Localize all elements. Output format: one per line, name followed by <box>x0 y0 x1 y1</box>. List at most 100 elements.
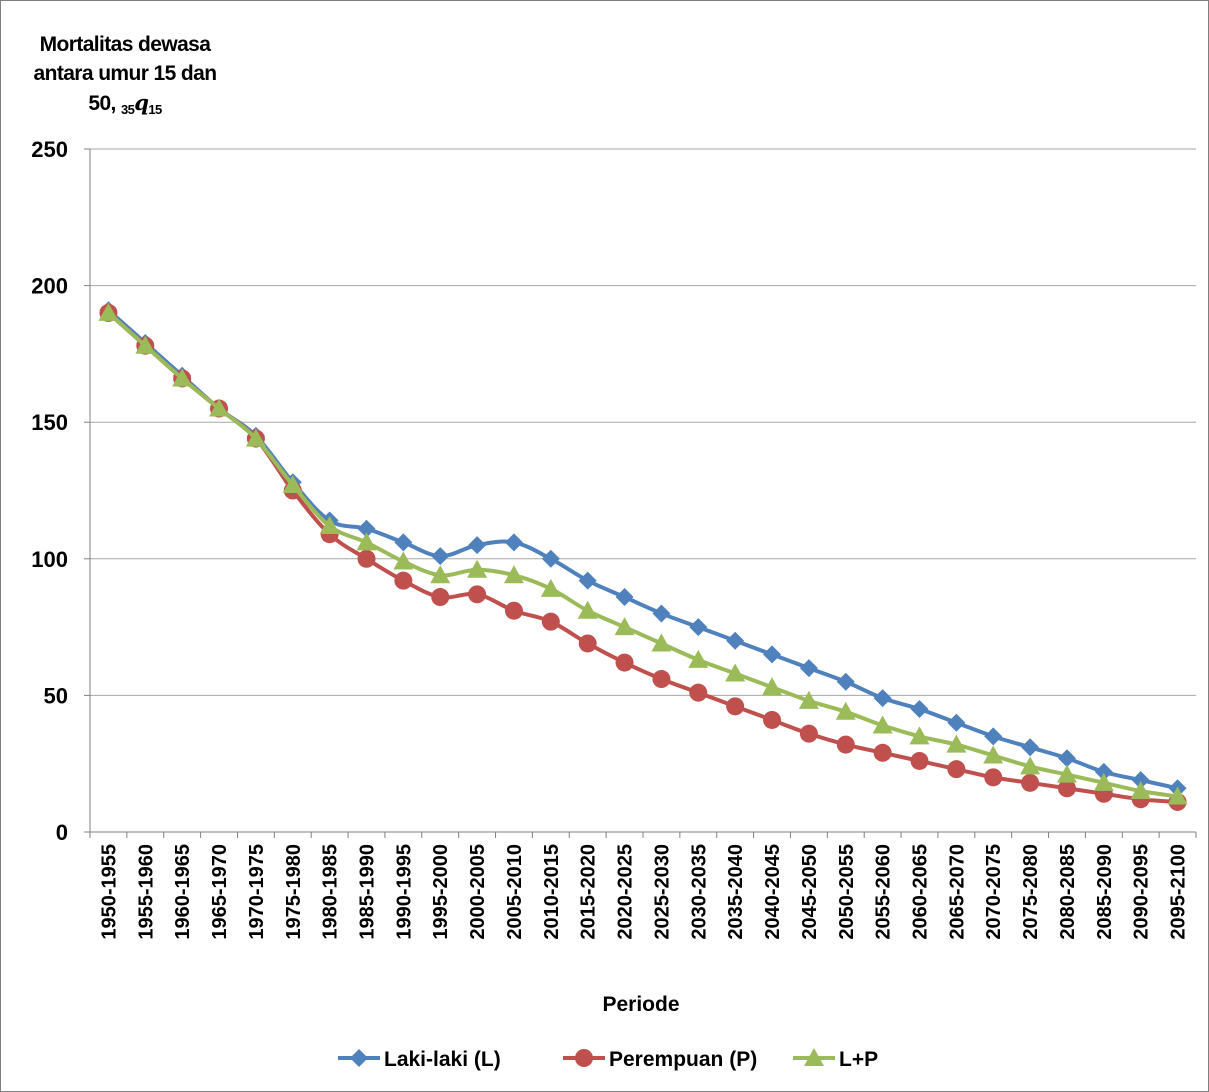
data-point <box>873 689 892 708</box>
data-point <box>947 713 966 732</box>
x-tick-label: 1975-1980 <box>283 844 305 940</box>
legend-label: Laki-laki (L) <box>384 1048 501 1071</box>
x-tick-label: 2045-2050 <box>799 844 821 940</box>
data-point <box>836 672 855 691</box>
data-point <box>356 532 377 551</box>
data-point <box>393 551 414 570</box>
x-tick-label: 2025-2030 <box>651 844 673 940</box>
x-axis-title: Periode <box>602 993 679 1016</box>
x-tick-label: 2000-2005 <box>467 844 489 940</box>
x-tick-label: 2090-2095 <box>1131 844 1153 940</box>
gridlines <box>90 148 1196 696</box>
data-point <box>1093 772 1114 791</box>
x-tick-label: 1995-2000 <box>430 844 452 940</box>
data-point <box>431 588 450 607</box>
x-tick-label: 1950-1955 <box>98 844 120 940</box>
legend-item: Perempuan (P) <box>563 1048 757 1071</box>
data-point <box>726 697 745 716</box>
data-point <box>319 516 340 535</box>
x-tick-label: 2040-2045 <box>762 844 784 940</box>
x-tick-label: 2085-2090 <box>1094 844 1116 940</box>
data-point <box>282 475 303 494</box>
data-point <box>503 565 524 584</box>
data-point <box>1020 756 1041 775</box>
data-point <box>540 578 561 597</box>
x-tick-label: 2065-2070 <box>946 844 968 940</box>
data-point <box>652 604 671 623</box>
y-axis-title-symbol: q <box>134 90 149 115</box>
data-point <box>541 549 560 568</box>
legend: Laki-laki (L) Perempuan (P) L+P <box>338 1048 878 1071</box>
data-point <box>910 700 929 719</box>
y-axis-title-line3: 50, 35q15 <box>12 88 238 120</box>
x-tick-label: 2035-2040 <box>725 844 747 940</box>
data-point <box>947 760 966 779</box>
series-line <box>107 308 1179 791</box>
data-point <box>835 701 856 720</box>
y-tick-labels: 0 50 100 150 200 250 <box>31 137 68 845</box>
data-point <box>357 549 376 568</box>
series-group <box>98 301 1188 811</box>
legend-marker <box>575 1049 593 1067</box>
data-point <box>1130 781 1151 800</box>
data-point <box>836 735 855 754</box>
data-point <box>763 645 782 664</box>
data-point <box>504 601 523 620</box>
data-point <box>504 533 523 552</box>
x-tick-label: 1955-1960 <box>135 844 157 940</box>
data-point <box>762 677 783 696</box>
x-tick-label: 1980-1985 <box>320 844 342 940</box>
series-line <box>107 311 1178 799</box>
data-point <box>725 663 746 682</box>
axes <box>84 148 1197 838</box>
data-point <box>357 519 376 538</box>
data-point <box>135 335 156 354</box>
data-point <box>468 536 487 555</box>
data-point <box>798 690 819 709</box>
data-point <box>1057 749 1076 768</box>
data-point <box>172 368 193 387</box>
data-point <box>689 683 708 702</box>
x-tick-label: 1960-1965 <box>172 844 194 940</box>
data-point <box>984 768 1003 787</box>
data-point <box>615 588 634 607</box>
legend-item: Laki-laki (L) <box>338 1048 501 1071</box>
x-tick-label: 2080-2085 <box>1057 844 1079 940</box>
y-tick-label: 200 <box>31 274 68 299</box>
series-2 <box>98 302 1188 805</box>
data-point <box>577 600 598 619</box>
data-point <box>726 631 745 650</box>
data-point <box>688 649 709 668</box>
x-tick-label: 1970-1975 <box>246 844 268 940</box>
legend-marker <box>804 1048 824 1066</box>
y-axis-title-line1: Mortalitas dewasa <box>39 33 211 56</box>
data-point <box>909 726 930 745</box>
data-point <box>98 302 119 321</box>
data-point <box>467 559 488 578</box>
data-point <box>468 585 487 604</box>
data-point <box>910 751 929 770</box>
x-tick-label: 2005-2010 <box>504 844 526 940</box>
y-tick-label: 150 <box>31 410 68 435</box>
series-line <box>107 311 1178 804</box>
data-point <box>541 612 560 631</box>
x-tick-label: 2010-2015 <box>541 844 563 940</box>
data-point <box>245 428 266 447</box>
y-axis-title-line2: antara umur 15 dan <box>33 62 218 85</box>
data-point <box>651 633 672 652</box>
series-1 <box>99 303 1187 811</box>
y-tick-label: 50 <box>44 683 68 708</box>
x-tick-label: 2075-2080 <box>1020 844 1042 940</box>
x-tick-label: 2015-2020 <box>578 844 600 940</box>
data-point <box>1167 786 1188 805</box>
y-tick-label: 100 <box>31 547 68 572</box>
data-point <box>984 727 1003 746</box>
data-point <box>1021 738 1040 757</box>
y-axis-title-subscript-right: 15 <box>148 102 162 117</box>
x-tick-label: 2055-2060 <box>873 844 895 940</box>
data-point <box>946 734 967 753</box>
data-point <box>1057 779 1076 798</box>
x-tick-label: 1985-1990 <box>357 844 379 940</box>
